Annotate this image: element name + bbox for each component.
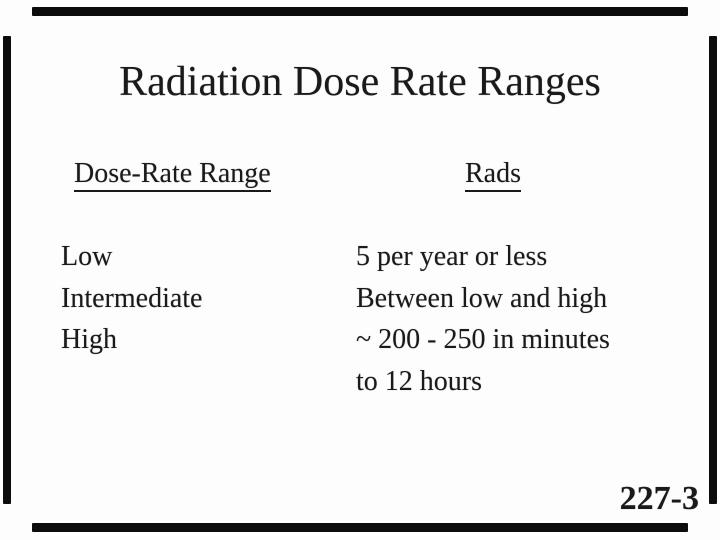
- slide-title: Radiation Dose Rate Ranges: [119, 59, 601, 105]
- column-header-dose-rate-range-label: Dose-Rate Range: [74, 158, 271, 192]
- scan-border-right: [709, 36, 717, 504]
- rads-column: 5 per year or less Between low and high …: [356, 236, 610, 402]
- column-header-dose-rate-range: Dose-Rate Range: [74, 153, 271, 194]
- scan-border-top: [32, 7, 688, 16]
- scan-border-bottom: [32, 523, 688, 532]
- dose-rate-range-high: High: [61, 324, 117, 355]
- rads-value-low: 5 per year or less: [356, 241, 548, 272]
- dose-rate-range-column: Low Intermediate High: [61, 236, 202, 361]
- dose-rate-range-low: Low: [61, 241, 113, 272]
- column-header-rads-label: Rads: [465, 158, 521, 192]
- scan-border-left: [3, 36, 11, 504]
- rads-value-intermediate: Between low and high: [356, 282, 608, 314]
- slide-number: 227-3: [619, 480, 699, 517]
- dose-rate-range-intermediate: Intermediate: [61, 282, 203, 314]
- column-header-rads: Rads: [465, 153, 521, 194]
- rads-value-high-line-1: ~ 200 - 250 in minutes: [356, 324, 610, 355]
- rads-value-high-line-2: to 12 hours: [356, 365, 482, 397]
